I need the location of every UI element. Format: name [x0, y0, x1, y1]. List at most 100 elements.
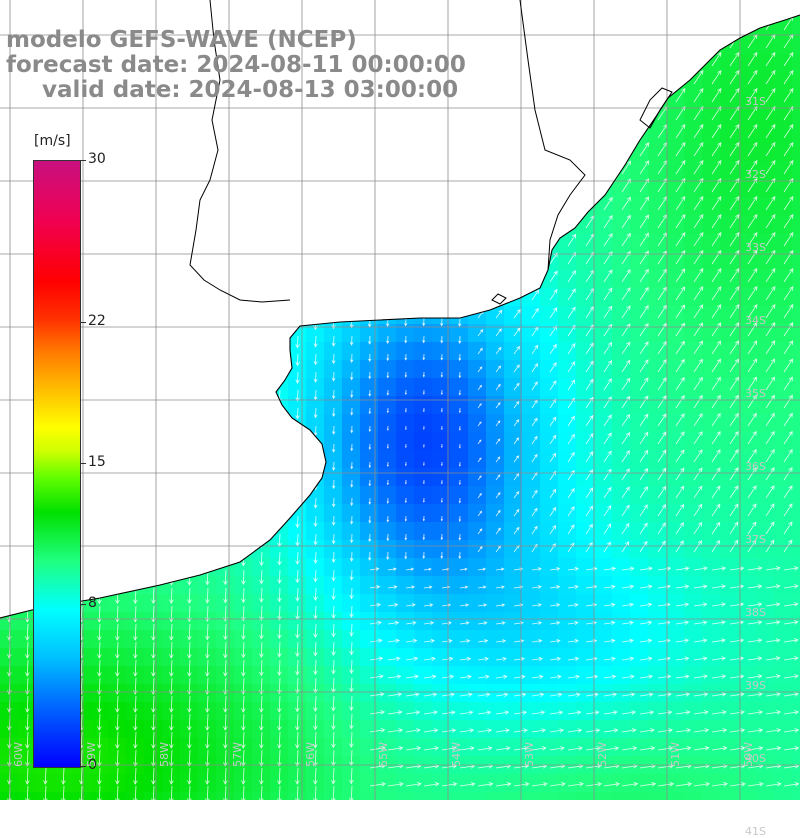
wind-arrow	[603, 378, 612, 391]
wind-speed-cell	[612, 630, 631, 649]
wind-speed-cell	[522, 702, 541, 721]
wind-arrow	[765, 728, 782, 733]
wind-arrow	[97, 263, 102, 280]
wind-speed-cell	[144, 126, 163, 145]
wind-arrow	[259, 497, 264, 512]
wind-speed-cell	[324, 558, 343, 577]
wind-arrow	[675, 159, 686, 175]
wind-speed-cell	[738, 126, 757, 145]
wind-speed-cell	[270, 144, 289, 163]
wind-speed-cell	[738, 216, 757, 235]
wind-arrow	[331, 551, 336, 563]
wind-speed-cell	[684, 792, 703, 800]
wind-arrow	[765, 710, 782, 715]
wind-arrow	[675, 620, 690, 625]
wind-speed-cell	[666, 684, 685, 703]
wind-speed-cell	[792, 36, 800, 55]
wind-speed-cell	[558, 540, 577, 559]
wind-speed-cell	[234, 414, 253, 433]
wind-speed-cell	[180, 558, 199, 577]
wind-arrow	[79, 767, 84, 785]
wind-speed-cell	[306, 15, 325, 19]
wind-arrow	[747, 15, 758, 31]
wind-arrow	[621, 269, 631, 283]
wind-arrow	[350, 515, 354, 525]
wind-speed-cell	[126, 252, 145, 271]
wind-arrow	[765, 746, 782, 751]
wind-arrow	[422, 533, 426, 541]
wind-speed-cell	[666, 558, 685, 577]
wind-arrow	[404, 425, 407, 431]
wind-speed-cell	[630, 774, 649, 793]
wind-speed-cell	[342, 558, 361, 577]
wind-speed-cell	[774, 288, 793, 307]
wind-speed-cell	[414, 684, 433, 703]
wind-speed-cell	[198, 288, 217, 307]
wind-speed-cell	[666, 306, 685, 325]
wind-speed-cell	[630, 684, 649, 703]
wind-speed-cell	[0, 126, 19, 145]
longitude-label: 54W	[450, 742, 463, 767]
wind-arrow	[259, 317, 264, 333]
wind-arrow	[567, 161, 577, 175]
wind-arrow	[458, 371, 462, 379]
wind-speed-cell	[450, 252, 469, 271]
wind-arrow	[349, 713, 354, 730]
wind-speed-cell	[0, 288, 19, 307]
wind-arrow	[711, 358, 721, 373]
wind-arrow	[765, 51, 776, 67]
wind-speed-cell	[432, 486, 451, 505]
wind-speed-cell	[684, 144, 703, 163]
wind-speed-cell	[216, 396, 235, 415]
wind-arrow	[621, 674, 635, 679]
wind-speed-cell	[558, 288, 577, 307]
wind-arrow	[295, 623, 300, 639]
wind-arrow	[387, 603, 399, 607]
wind-arrow	[133, 209, 138, 226]
wind-speed-cell	[414, 126, 433, 145]
wind-arrow	[187, 227, 192, 244]
wind-speed-cell	[576, 324, 595, 343]
wind-arrow	[25, 587, 30, 605]
wind-speed-cell	[738, 54, 757, 73]
wind-arrow	[241, 479, 246, 495]
wind-arrow	[313, 227, 318, 243]
wind-speed-cell	[450, 396, 469, 415]
wind-arrow	[405, 585, 416, 589]
wind-arrow	[277, 605, 282, 621]
wind-speed-cell	[342, 216, 361, 235]
wind-speed-cell	[162, 270, 181, 289]
wind-arrow	[621, 450, 630, 463]
wind-arrow	[259, 479, 264, 494]
wind-arrow	[295, 119, 300, 135]
wind-speed-cell	[630, 108, 649, 127]
wind-speed-cell	[540, 432, 559, 451]
wind-speed-cell	[432, 432, 451, 451]
wind-speed-cell	[198, 468, 217, 487]
wind-arrow	[477, 545, 483, 553]
wind-speed-cell	[702, 162, 721, 181]
wind-speed-cell	[702, 198, 721, 217]
wind-arrow	[385, 245, 390, 259]
wind-speed-cell	[774, 558, 793, 577]
wind-speed-cell	[666, 180, 685, 199]
wind-speed-cell	[378, 648, 397, 667]
wind-arrow	[7, 425, 12, 442]
wind-speed-cell	[792, 54, 800, 73]
wind-speed-cell	[756, 504, 775, 523]
wind-arrow	[349, 767, 354, 785]
wind-speed-cell	[630, 198, 649, 217]
wind-arrow	[729, 340, 740, 355]
wind-arrow	[115, 299, 120, 316]
wind-arrow	[403, 299, 408, 310]
wind-arrow	[403, 263, 408, 276]
wind-speed-cell	[702, 522, 721, 541]
wind-speed-cell	[594, 774, 613, 793]
wind-arrow	[711, 87, 722, 103]
wind-speed-cell	[702, 612, 721, 631]
wind-speed-cell	[792, 450, 800, 469]
wind-speed-cell	[522, 630, 541, 649]
wind-arrow	[549, 692, 563, 697]
wind-speed-cell	[774, 72, 793, 91]
wind-speed-cell	[306, 342, 325, 361]
